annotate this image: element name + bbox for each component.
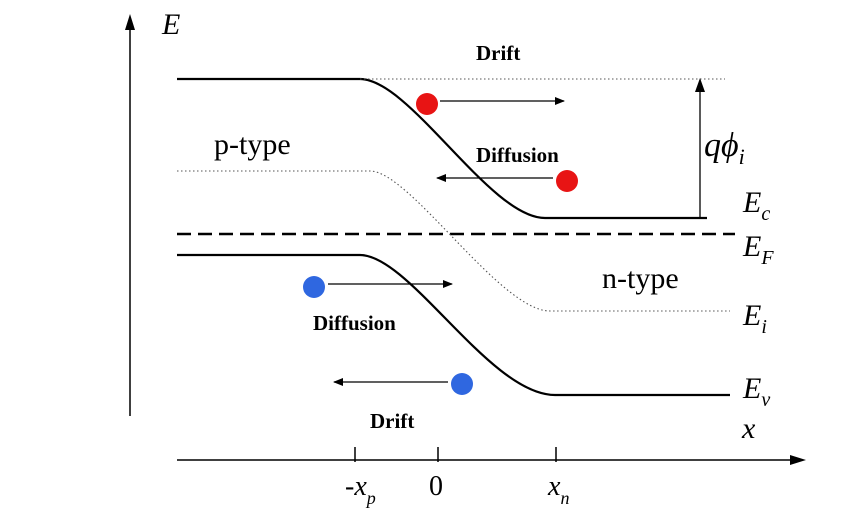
tick-label-minus-xp: -xp bbox=[345, 471, 376, 508]
electron-diffusion-dot bbox=[556, 170, 578, 192]
barrier-height-arrowhead bbox=[695, 78, 705, 92]
electron-drift-dot bbox=[416, 93, 438, 115]
conduction-band-label: Ec bbox=[742, 186, 770, 225]
fermi-level-label: EF bbox=[742, 230, 774, 269]
position-axis-label: x bbox=[741, 412, 756, 445]
hole-diffusion-label: Diffusion bbox=[313, 311, 396, 335]
intrinsic-level-label: Ei bbox=[742, 299, 767, 338]
p-type-label: p-type bbox=[214, 128, 291, 161]
tick-label-xn: xn bbox=[547, 471, 569, 508]
hole-drift-dot bbox=[451, 373, 473, 395]
electron-diffusion-label: Diffusion bbox=[476, 143, 559, 167]
conduction-band-curve bbox=[177, 77, 707, 220]
hole-diffusion-dot bbox=[303, 276, 325, 298]
tick-label-zero: 0 bbox=[429, 471, 443, 502]
hole-drift-label: Drift bbox=[370, 409, 414, 433]
position-axis-arrowhead bbox=[790, 455, 806, 465]
electron-drift-label: Drift bbox=[476, 41, 520, 65]
barrier-height-label: qϕi bbox=[704, 127, 745, 169]
valence-band-label: Ev bbox=[742, 372, 770, 411]
valence-band-curve bbox=[177, 253, 730, 397]
energy-axis-label: E bbox=[161, 8, 180, 41]
energy-axis-arrowhead bbox=[125, 14, 135, 30]
n-type-label: n-type bbox=[602, 262, 679, 295]
